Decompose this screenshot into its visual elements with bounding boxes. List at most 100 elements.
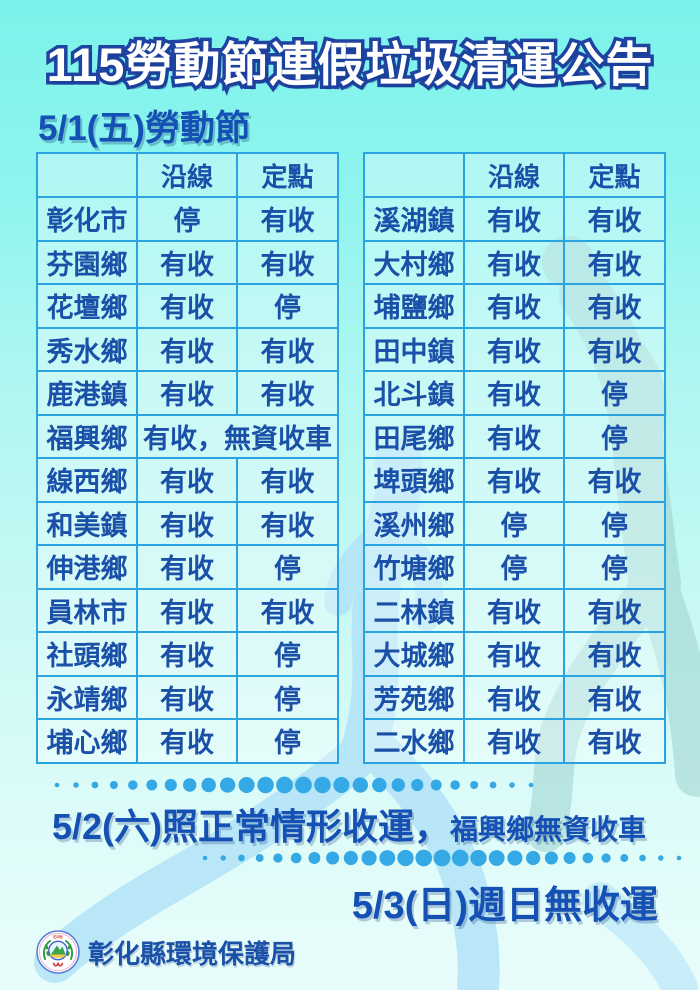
status-cell-route: 有收 — [136, 587, 238, 633]
footer-org-name: 彰化縣環境保護局 — [88, 938, 297, 969]
table-row: 線西鄉 有收 有收 — [36, 457, 339, 503]
status-cell-route: 有收 — [463, 239, 565, 285]
status-cell-route: 停 — [136, 196, 238, 242]
table-row: 花壇鄉 有收停 — [36, 283, 339, 329]
township-cell: 員林市 — [36, 587, 138, 633]
township-cell: 北斗鎮 — [363, 370, 465, 416]
status-cell-fixed: 有收 — [563, 674, 666, 720]
table-row: 和美鎮 有收 有收 — [36, 500, 339, 546]
status-cell-route: 停 — [463, 544, 565, 590]
township-cell: 田尾鄉 — [363, 413, 465, 459]
schedule-tables: 沿線 定點 彰化市停有收 芬園鄉 有收 有收 花壇鄉 有收停秀水鄉 有收 有收 鹿港鎮 有收 有收 福興鄉… — [36, 152, 666, 764]
township-cell: 大村鄉 — [363, 239, 465, 285]
status-cell-fixed: 停 — [563, 544, 666, 590]
dotted-separator-bottom — [202, 849, 682, 867]
status-cell-merged: 有收，無資收車 — [136, 413, 339, 459]
township-cell: 溪州鄉 — [363, 500, 465, 546]
status-cell-route: 有收 — [463, 718, 565, 764]
status-cell-route: 有收 — [463, 587, 565, 633]
township-cell: 線西鄉 — [36, 457, 138, 503]
township-cell: 芬園鄉 — [36, 239, 138, 285]
date-heading-may1: 5/1(五)勞動節 — [38, 109, 250, 148]
status-cell-route: 有收 — [463, 326, 565, 372]
status-cell-route: 有收 — [136, 718, 238, 764]
status-cell-route: 有收 — [136, 370, 238, 416]
status-cell-route: 有收 — [463, 283, 565, 329]
table-row: 溪湖鎮 有收 有收 — [363, 196, 666, 242]
township-cell: 田中鎮 — [363, 326, 465, 372]
epb-seal-text: EPB — [53, 935, 63, 940]
status-cell-route: 有收 — [136, 631, 238, 677]
township-cell: 大城鄉 — [363, 631, 465, 677]
table-row: 秀水鄉 有收 有收 — [36, 326, 339, 372]
note-may3: 5/3(日)週日無收運 — [351, 885, 658, 927]
table-row: 鹿港鎮 有收 有收 — [36, 370, 339, 416]
status-cell-route: 有收 — [136, 674, 238, 720]
table-row: 埔心鄉 有收停 — [36, 718, 339, 764]
table-row: 田尾鄉 有收停 — [363, 413, 666, 459]
schedule-table-left: 沿線 定點 彰化市停有收 芬園鄉 有收 有收 花壇鄉 有收停秀水鄉 有收 有收 鹿港鎮 有收 有收 福興鄉… — [36, 152, 339, 764]
table-row: 二水鄉 有收 有收 — [363, 718, 666, 764]
epb-seal-icon: EPB — [36, 930, 80, 974]
status-cell-fixed: 停 — [236, 674, 339, 720]
status-cell-fixed: 有收 — [236, 587, 339, 633]
status-cell-fixed: 有收 — [563, 631, 666, 677]
table-row: 埔鹽鄉 有收 有收 — [363, 283, 666, 329]
table-row: 二林鎮 有收 有收 — [363, 587, 666, 633]
column-header: 定點 — [563, 152, 666, 198]
column-header — [363, 152, 465, 198]
status-cell-route: 有收 — [463, 631, 565, 677]
township-cell: 埤頭鄉 — [363, 457, 465, 503]
township-cell: 二林鎮 — [363, 587, 465, 633]
table-row: 溪州鄉停停 — [363, 500, 666, 546]
township-cell: 埔鹽鄉 — [363, 283, 465, 329]
status-cell-fixed: 有收 — [563, 587, 666, 633]
status-cell-fixed: 停 — [236, 718, 339, 764]
table-row: 社頭鄉 有收停 — [36, 631, 339, 677]
column-header: 沿線 — [463, 152, 565, 198]
table-row: 竹塘鄉停停 — [363, 544, 666, 590]
township-cell: 竹塘鄉 — [363, 544, 465, 590]
township-cell: 福興鄉 — [36, 413, 138, 459]
status-cell-fixed: 有收 — [236, 326, 339, 372]
township-cell: 秀水鄉 — [36, 326, 138, 372]
note-may2-main: 5/2(六)照正常情形收運， — [52, 806, 451, 847]
township-cell: 花壇鄉 — [36, 283, 138, 329]
header-row: 沿線 定點 — [363, 152, 666, 198]
table-row: 福興鄉 有收，無資收車 — [36, 413, 339, 459]
status-cell-route: 有收 — [463, 457, 565, 503]
table-row: 芳苑鄉 有收 有收 — [363, 674, 666, 720]
township-cell: 埔心鄉 — [36, 718, 138, 764]
township-cell: 芳苑鄉 — [363, 674, 465, 720]
table-row: 伸港鄉 有收停 — [36, 544, 339, 590]
status-cell-fixed: 停 — [236, 283, 339, 329]
table-row: 埤頭鄉 有收 有收 — [363, 457, 666, 503]
page-title: 115勞動節連假垃圾清運公告 — [43, 35, 656, 95]
township-cell: 溪湖鎮 — [363, 196, 465, 242]
status-cell-fixed: 有收 — [563, 196, 666, 242]
status-cell-fixed: 有收 — [563, 283, 666, 329]
township-cell: 永靖鄉 — [36, 674, 138, 720]
status-cell-fixed: 停 — [563, 370, 666, 416]
note-may2-sub: 福興鄉無資收車 — [450, 814, 647, 845]
status-cell-route: 有收 — [463, 674, 565, 720]
table-row: 大城鄉 有收 有收 — [363, 631, 666, 677]
status-cell-fixed: 有收 — [236, 196, 339, 242]
table-row: 員林市 有收 有收 — [36, 587, 339, 633]
status-cell-fixed: 有收 — [563, 239, 666, 285]
status-cell-fixed: 有收 — [236, 500, 339, 546]
status-cell-fixed: 有收 — [236, 457, 339, 503]
status-cell-fixed: 有收 — [563, 457, 666, 503]
status-cell-fixed: 停 — [236, 631, 339, 677]
status-cell-route: 有收 — [136, 326, 238, 372]
township-cell: 社頭鄉 — [36, 631, 138, 677]
status-cell-route: 有收 — [136, 544, 238, 590]
status-cell-route: 有收 — [463, 370, 565, 416]
column-header — [36, 152, 138, 198]
township-cell: 伸港鄉 — [36, 544, 138, 590]
status-cell-fixed: 停 — [563, 500, 666, 546]
column-header: 定點 — [236, 152, 339, 198]
table-row: 彰化市停有收 — [36, 196, 339, 242]
status-cell-fixed: 有收 — [563, 326, 666, 372]
